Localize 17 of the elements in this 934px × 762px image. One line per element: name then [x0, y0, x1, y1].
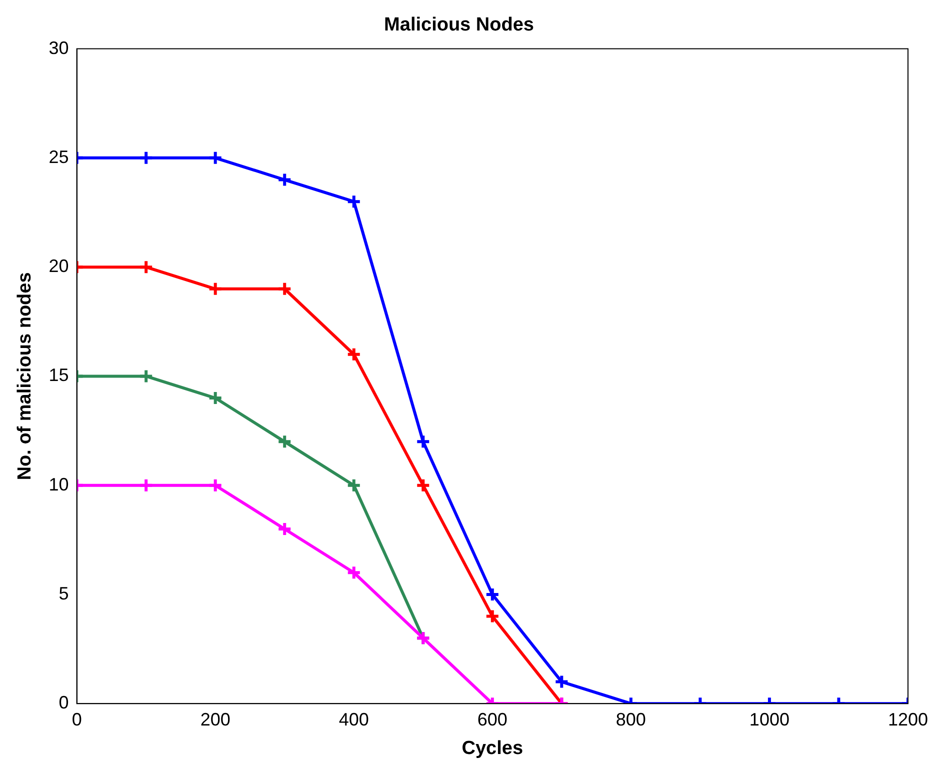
y-tick-label: 25	[48, 146, 69, 167]
x-tick-label: 800	[616, 709, 646, 730]
chart-title: Malicious Nodes	[384, 14, 534, 36]
x-tick-label: 200	[200, 709, 230, 730]
y-tick-label: 10	[48, 474, 69, 494]
y-tick-label: 15	[48, 365, 69, 386]
x-tick-label: 600	[477, 709, 508, 730]
x-tick-label: 1200	[888, 709, 928, 730]
x-tick-label: 400	[338, 709, 369, 730]
y-axis-title: No. of malicious nodes	[14, 272, 36, 480]
y-tick-label: 30	[48, 38, 69, 58]
y-tick-label: 20	[48, 256, 69, 276]
y-tick-label: 5	[58, 583, 69, 604]
x-axis-title: Cycles	[462, 738, 524, 759]
y-tick-label: 0	[58, 692, 69, 713]
x-tick-label: 0	[72, 709, 82, 730]
x-tick-label: 1000	[749, 709, 790, 730]
